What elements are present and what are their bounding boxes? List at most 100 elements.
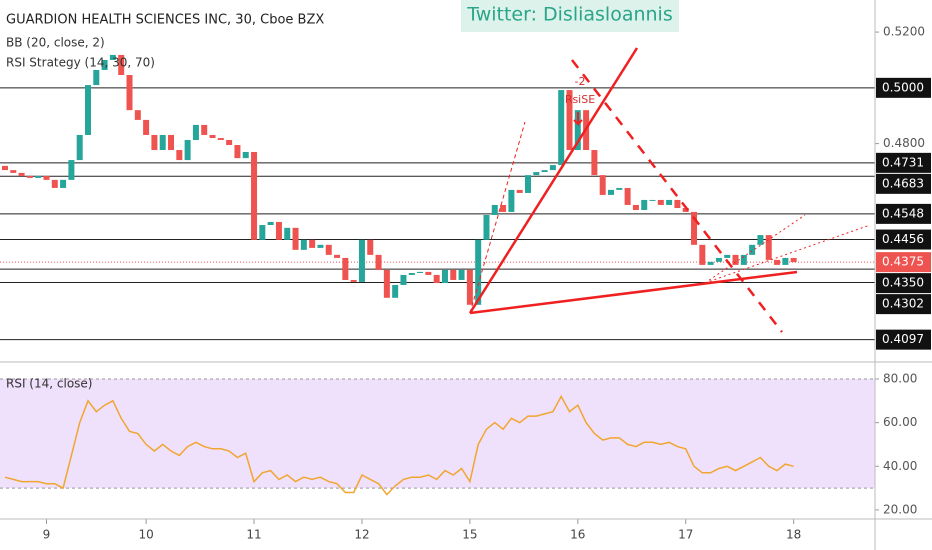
candle	[275, 221, 282, 240]
x-tick-label: 12	[354, 528, 369, 542]
candle	[616, 187, 623, 190]
candle	[508, 189, 515, 212]
level-label: 0.4302	[882, 297, 924, 311]
candle	[43, 175, 50, 180]
y-tick-label: 0.5200	[883, 25, 925, 39]
candle	[724, 254, 731, 258]
candle	[251, 151, 258, 240]
candle	[632, 204, 639, 210]
candle	[201, 124, 208, 135]
candle	[524, 175, 531, 193]
y-tick-label: 80.00	[883, 371, 917, 385]
candle	[458, 269, 465, 280]
level-label-box	[876, 152, 931, 173]
candle	[715, 257, 722, 262]
level-label: 0.4350	[882, 276, 924, 290]
candle	[574, 110, 581, 151]
candle	[541, 170, 548, 173]
candle	[93, 69, 100, 86]
level-label-box	[876, 252, 931, 273]
candle	[674, 199, 681, 209]
candle	[500, 204, 507, 212]
candle	[134, 110, 141, 120]
level-label-box	[876, 203, 931, 224]
signal-arrow	[573, 112, 583, 127]
candle	[109, 54, 116, 60]
rsi-title: RSI (14, close)	[6, 377, 92, 391]
drawings	[468, 47, 871, 333]
y-tick-label: 0.4800	[883, 136, 925, 150]
level-label-box	[876, 77, 931, 98]
candle	[143, 119, 150, 135]
candle	[60, 179, 67, 188]
y-tick-label: 40.00	[883, 459, 917, 473]
candle	[334, 254, 341, 258]
watermark-box	[461, 0, 679, 32]
candle	[466, 269, 473, 305]
candle	[176, 150, 183, 161]
level-label: 0.4456	[882, 232, 924, 246]
x-tick-label: 11	[246, 528, 261, 542]
candle	[599, 175, 606, 195]
candle	[558, 90, 565, 166]
level-label: 0.5000	[882, 80, 924, 94]
candle	[649, 199, 656, 201]
candle	[641, 199, 648, 210]
level-label: 0.4097	[882, 332, 924, 346]
candle	[740, 254, 747, 265]
candle	[35, 175, 42, 178]
trend-line	[704, 224, 871, 284]
candle	[192, 124, 199, 140]
watermark: Twitter: Disliasloannis	[466, 4, 673, 26]
candle	[433, 274, 440, 284]
candle	[624, 187, 631, 205]
annotation: RsiSE	[565, 93, 595, 106]
candle	[151, 134, 158, 151]
candle	[483, 214, 490, 240]
candle	[657, 199, 664, 205]
rsi-line	[4, 394, 794, 496]
indicator-label: RSI Strategy (14, 30, 70)	[6, 56, 155, 70]
candle	[375, 254, 382, 270]
candle	[566, 90, 573, 151]
candle	[666, 199, 673, 205]
candle	[1, 165, 8, 171]
candle	[126, 75, 133, 111]
candle	[367, 239, 374, 255]
candle	[417, 271, 424, 273]
candle	[168, 134, 175, 151]
chart-title: GUARDION HEALTH SCIENCES INC, 30, Cboe B…	[6, 13, 324, 28]
candle	[591, 150, 598, 176]
candle	[242, 151, 249, 159]
candle	[765, 235, 772, 260]
candle	[342, 257, 349, 280]
x-tick-label: 15	[462, 528, 477, 542]
y-tick-label: 20.00	[883, 502, 917, 516]
x-tick-label: 18	[786, 528, 801, 542]
y-tick-label: 60.00	[883, 415, 917, 429]
candle	[76, 134, 83, 161]
candle	[682, 208, 689, 212]
candle	[68, 160, 75, 180]
candle	[26, 175, 33, 178]
trend-line	[704, 214, 806, 284]
candle	[101, 59, 108, 70]
level-label-box	[876, 273, 931, 294]
candle	[184, 139, 191, 161]
trend-line	[571, 59, 783, 333]
candle	[284, 227, 291, 240]
candle	[757, 235, 764, 245]
candle	[325, 244, 332, 255]
candle	[159, 134, 166, 151]
candle	[383, 269, 390, 298]
x-tick-label: 9	[43, 528, 51, 542]
candle	[774, 259, 781, 265]
candle	[408, 272, 415, 275]
annotation: -2	[575, 75, 586, 88]
level-label-box	[876, 329, 931, 350]
candle	[608, 189, 615, 195]
candle	[292, 227, 299, 250]
candle	[425, 271, 432, 275]
candle	[309, 239, 316, 248]
